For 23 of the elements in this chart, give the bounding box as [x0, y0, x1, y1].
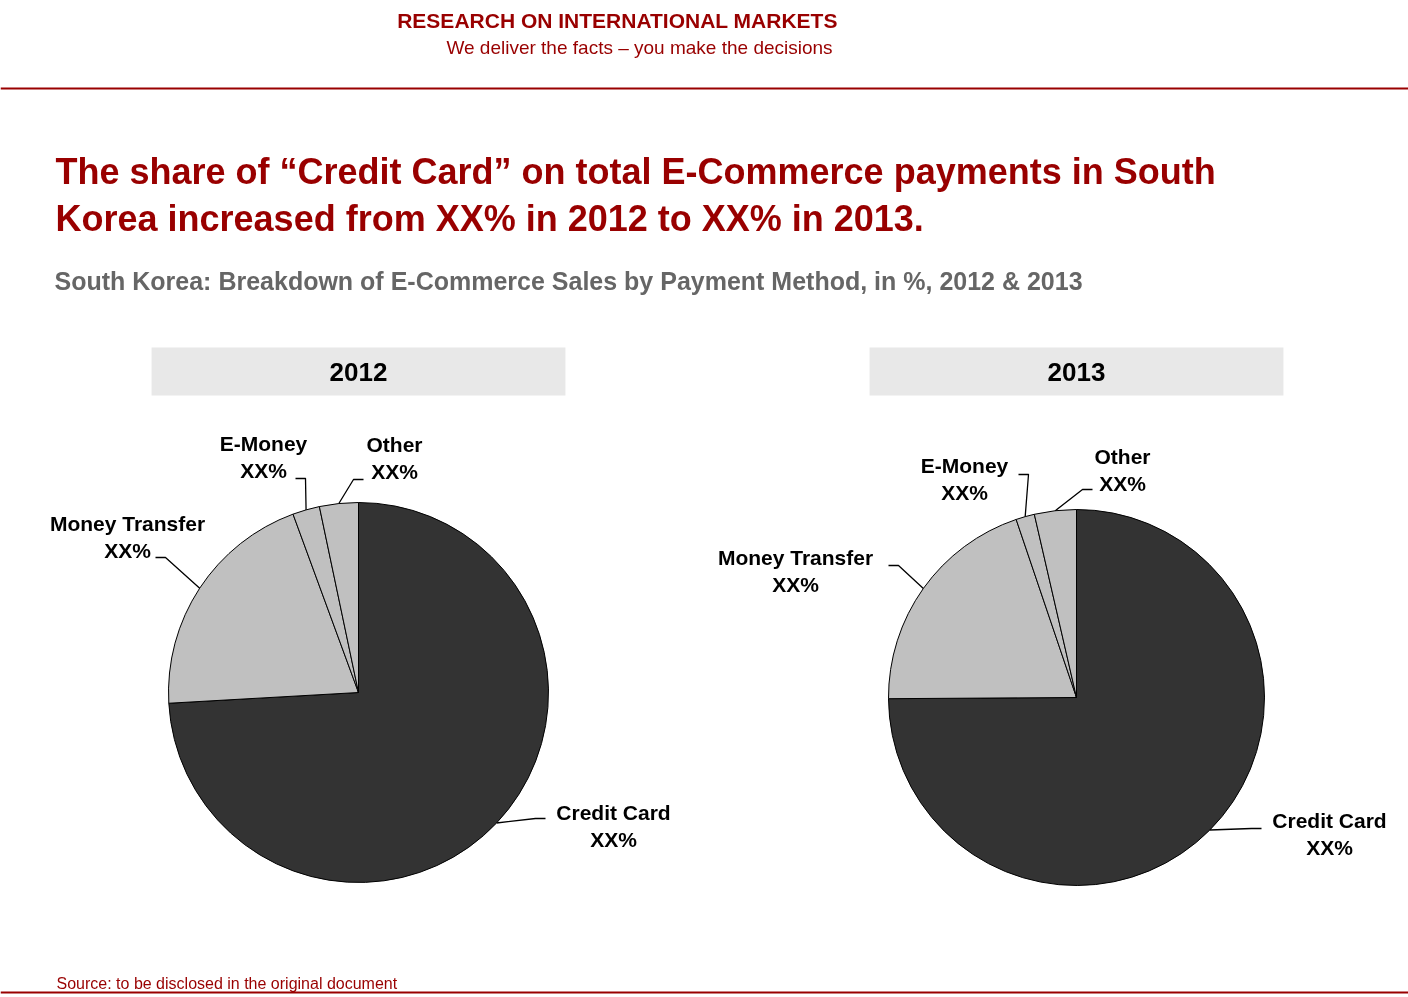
chart-title: 2012: [329, 356, 388, 387]
text: South Korea: Breakdown of E-Commerce Sales by Payment Method, in %, 2012 & 2013: [54, 266, 1083, 295]
text: The share of “Credit Card” on total E-Commerce payments in South Korea increased from XX% in 2012 to XX% in 2013.: [55, 150, 1216, 239]
slice-label: E-Money: [219, 431, 308, 455]
text: RESEARCH ON INTERNATIONAL MARKETS: [397, 9, 838, 32]
data-label: XX%: [240, 459, 288, 483]
data-label: XX%: [772, 573, 820, 597]
slice-label: Other: [1094, 444, 1151, 468]
slice-label: E-Money: [920, 453, 1009, 477]
slice-label: Other: [366, 432, 423, 456]
data-label: XX%: [590, 828, 638, 852]
chart-title: 2013: [1047, 356, 1106, 387]
slice-label: Money Transfer: [717, 545, 874, 569]
slice-label: Credit Card: [556, 800, 671, 824]
source-note: Source: to be disclosed in the original document: [56, 975, 398, 992]
slice-label: Money Transfer: [49, 511, 206, 535]
data-label: XX%: [941, 481, 989, 505]
slice-label: Credit Card: [1272, 808, 1387, 832]
data-label: XX%: [1306, 836, 1354, 860]
text: We deliver the facts – you make the decisions: [446, 37, 833, 58]
data-label: XX%: [371, 460, 419, 484]
data-label: XX%: [104, 539, 152, 563]
data-label: XX%: [1099, 472, 1147, 496]
